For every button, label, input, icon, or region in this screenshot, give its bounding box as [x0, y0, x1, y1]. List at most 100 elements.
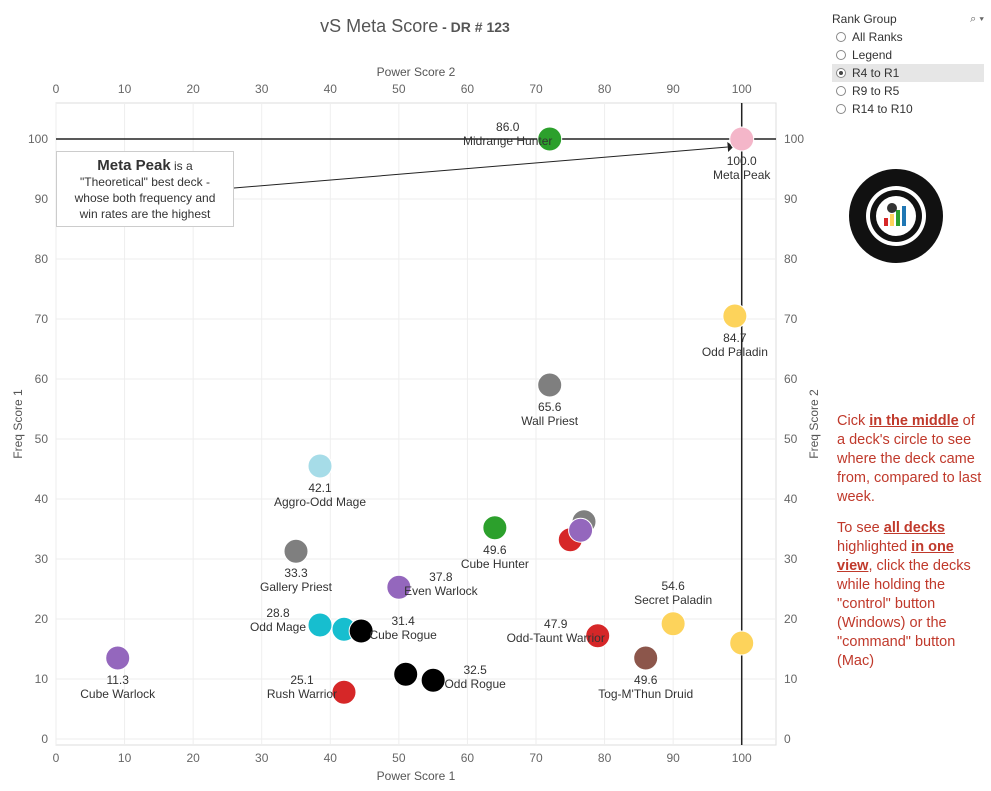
rank-option-label: R9 to R5 [852, 84, 900, 98]
x2-tick-label: 0 [53, 82, 60, 96]
instruction-2-bold2: in one view [837, 539, 954, 574]
chart-title: vS Meta Score - DR # 123 [0, 16, 830, 37]
annotation-line1: is a [170, 159, 193, 173]
y2-tick-label: 30 [784, 552, 798, 566]
data-label-name: Meta Peak [713, 168, 771, 182]
radio-icon[interactable] [836, 104, 846, 114]
data-label-score: 84.7 [723, 331, 747, 345]
x-tick-label: 40 [324, 751, 338, 765]
x-tick-label: 20 [186, 751, 200, 765]
x-tick-label: 10 [118, 751, 132, 765]
data-point [729, 126, 755, 152]
y-tick-label: 10 [35, 672, 49, 686]
instruction-2-pre: To see [837, 520, 884, 536]
annotation-bold: Meta Peak [97, 157, 171, 174]
data-label-score: 31.4 [391, 614, 415, 628]
annotation-line4: win rates are the highest [79, 207, 211, 221]
data-label-name: Secret Paladin [634, 593, 712, 607]
data-label-name: Midrange Hunter [463, 134, 552, 148]
data-label-name: Rush Warrior [267, 687, 337, 701]
data-label-score: 49.6 [634, 673, 658, 687]
x-tick-label: 100 [732, 751, 752, 765]
instruction-click: Cick in the middle of a deck's circle to… [837, 412, 985, 507]
data-point [537, 372, 563, 398]
data-label-score: 100.0 [727, 154, 757, 168]
annotation-arrow-head [727, 142, 734, 152]
x-axis-title: Power Score 1 [377, 769, 456, 783]
x2-tick-label: 40 [324, 82, 338, 96]
rank-group-label: Rank Group [832, 12, 897, 26]
data-label-name: Aggro-Odd Mage [274, 495, 366, 509]
chevron-down-icon[interactable]: ▾ [979, 12, 984, 25]
data-label-score: 11.3 [106, 673, 129, 687]
x2-tick-label: 70 [529, 82, 543, 96]
y2-tick-label: 60 [784, 372, 798, 386]
y2-tick-label: 100 [784, 132, 804, 146]
data-point [660, 611, 686, 637]
rank-option-3[interactable]: R9 to R5 [832, 82, 984, 100]
axis-titles: Power Score 1 Power Score 2 Freq Score 1 Fr… [11, 65, 821, 783]
data-label-score: 54.6 [661, 579, 685, 593]
data-reaper-report-logo [849, 169, 943, 263]
y2-tick-label: 0 [784, 732, 791, 746]
x-tick-label: 30 [255, 751, 269, 765]
meta-peak-annotation: Meta Peak is a "Theoretical" best deck -… [56, 151, 234, 227]
x2-tick-label: 20 [186, 82, 200, 96]
data-point [348, 618, 374, 644]
data-point [331, 679, 357, 705]
data-label-name: Gallery Priest [260, 580, 333, 594]
rank-option-label: R14 to R10 [852, 102, 913, 116]
x-tick-label: 80 [598, 751, 612, 765]
data-point [729, 630, 755, 656]
rank-option-label: Legend [852, 48, 893, 62]
instruction-multi-select: To see all decks highlighted in one view… [837, 519, 985, 671]
x-tick-label: 70 [529, 751, 543, 765]
y2-tick-label: 70 [784, 312, 798, 326]
radio-icon[interactable] [836, 32, 846, 42]
radio-icon[interactable] [836, 50, 846, 60]
data-label-name: Cube Hunter [461, 557, 529, 571]
x-tick-label: 0 [53, 751, 60, 765]
data-label-name: Even Warlock [404, 584, 479, 598]
search-icon[interactable]: ⌕ [970, 12, 977, 25]
y2-tick-label: 40 [784, 492, 798, 506]
rank-option-2[interactable]: R4 to R1 [832, 64, 984, 82]
x-tick-label: 50 [392, 751, 406, 765]
annotation-line2: "Theoretical" best deck - [80, 175, 210, 189]
data-label-name: Odd Rogue [444, 677, 506, 691]
x2-tick-label: 90 [666, 82, 680, 96]
data-label-score: 42.1 [308, 481, 332, 495]
data-point [537, 126, 563, 152]
data-points [105, 126, 755, 705]
rank-option-0[interactable]: All Ranks [832, 28, 984, 46]
y-tick-label: 40 [35, 492, 49, 506]
y2-tick-label: 80 [784, 252, 798, 266]
data-point [307, 453, 333, 479]
y-tick-label: 60 [35, 372, 49, 386]
data-label-score: 33.3 [284, 566, 308, 580]
x-tick-label: 60 [461, 751, 475, 765]
y-tick-label: 80 [35, 252, 49, 266]
data-point [585, 623, 611, 649]
instructions: Cick in the middle of a deck's circle to… [837, 412, 985, 683]
data-label-name: Cube Rogue [369, 628, 437, 642]
instruction-2-mid: highlighted [837, 539, 912, 555]
rank-option-1[interactable]: Legend [832, 46, 984, 64]
rank-option-label: All Ranks [852, 30, 903, 44]
rank-group-filter: Rank Group ⌕ ▾ All Ranks Legend R4 to R1 R9… [832, 10, 984, 118]
rank-option-4[interactable]: R14 to R10 [832, 100, 984, 118]
data-point [393, 661, 419, 687]
y-tick-label: 90 [35, 192, 49, 206]
data-point [633, 645, 659, 671]
data-point [420, 667, 446, 693]
x2-tick-label: 80 [598, 82, 612, 96]
instruction-2-bold1: all decks [883, 520, 946, 536]
x2-tick-label: 60 [461, 82, 475, 96]
y-tick-label: 20 [35, 612, 49, 626]
axis-ticks: 0010102020303040405050606070708080909010… [28, 82, 804, 765]
radio-icon[interactable] [836, 86, 846, 96]
rank-option-label: R4 to R1 [852, 66, 900, 80]
x2-tick-label: 100 [732, 82, 752, 96]
radio-icon[interactable] [836, 68, 846, 78]
